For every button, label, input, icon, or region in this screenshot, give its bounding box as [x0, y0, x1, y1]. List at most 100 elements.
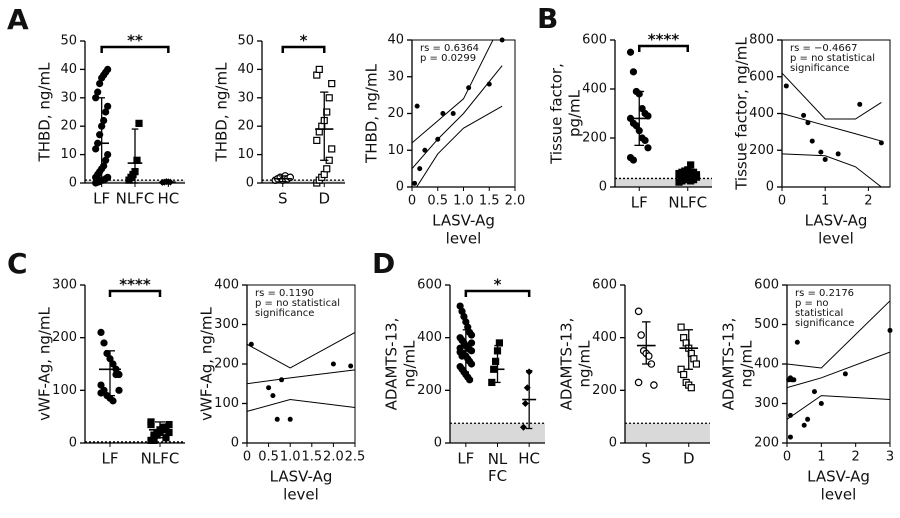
panel-letter: C: [7, 247, 28, 280]
significance-label: **: [127, 32, 143, 50]
point: [467, 339, 476, 347]
point: [466, 376, 474, 384]
point: [629, 68, 638, 76]
y-tick-label: 400: [214, 278, 239, 293]
point: [687, 384, 695, 392]
y-tick-label: 300: [754, 396, 779, 411]
point: [818, 401, 824, 406]
fit-lower: [782, 153, 882, 187]
x-tick-label: D: [318, 190, 330, 208]
y-tick-label: 600: [592, 278, 617, 293]
point: [94, 88, 102, 96]
y-tick-label: 0: [609, 436, 617, 451]
x-tick-label: 1: [817, 450, 825, 465]
panel-chart: THBD, ng/mL 0 10 20 30 40 50 S D *: [213, 32, 345, 208]
y-axis-label: ng/mL: [738, 340, 756, 388]
fit-center: [247, 369, 355, 385]
significance-bracket: [281, 45, 326, 53]
y-axis-label: vWF-Ag, ng/mL: [198, 306, 216, 420]
point: [286, 173, 295, 182]
y-tick-label: 600: [582, 33, 607, 48]
x-tick-label: LF: [457, 450, 474, 468]
y-axis-label: ADAMTS-13,: [720, 318, 738, 411]
y-axis-label: ADAMTS-13,: [383, 318, 401, 411]
point: [467, 360, 476, 368]
stat-annotation: significance: [795, 318, 854, 329]
x-axis-label: LASV-Ag: [432, 212, 495, 230]
fit-upper: [782, 72, 882, 120]
panel-chart: A THBD, ng/mL 0 10 20 30 40 50 LF NLFC HC **: [7, 3, 185, 208]
panel-chart: vWF-Ag, ng/mL 0 100 200 300 400 0 0.5 1.0 1.5 2.0 2…: [198, 278, 366, 504]
point: [458, 352, 466, 360]
y-tick-label: 400: [754, 357, 779, 372]
point: [783, 83, 789, 89]
point: [417, 166, 423, 172]
point: [794, 339, 800, 345]
stat-annotation: p = no statistical: [790, 53, 875, 64]
fit-upper: [412, 40, 494, 144]
x-tick-label: NLFC: [141, 450, 180, 468]
y-tick-label: 0: [246, 176, 254, 191]
y-tick-label: 200: [754, 436, 779, 451]
point: [634, 378, 643, 387]
fit-center: [782, 113, 882, 142]
point: [104, 173, 112, 181]
point: [414, 103, 420, 109]
detection-region: [450, 423, 545, 443]
y-tick-label: 400: [417, 330, 442, 345]
x-tick-label: 1.0: [280, 450, 301, 465]
stat-annotation: p = 0.0299: [420, 53, 476, 64]
detection-region: [262, 180, 345, 183]
y-tick-label: 200: [52, 330, 77, 345]
detection-region: [615, 178, 712, 187]
point: [842, 371, 848, 377]
point: [328, 145, 336, 153]
y-tick-label: 10: [60, 147, 77, 162]
point: [801, 422, 807, 428]
significance-bracket: [638, 44, 689, 52]
x-tick-label: S: [278, 190, 288, 208]
point: [692, 360, 701, 368]
y-tick-label: 0: [69, 436, 77, 451]
fit-lower: [787, 395, 890, 420]
y-tick-label: 0: [434, 436, 442, 451]
stat-annotation: significance: [790, 63, 849, 74]
fit-lower: [247, 399, 355, 412]
y-tick-label: 600: [417, 278, 442, 293]
point: [279, 377, 285, 383]
point: [248, 341, 254, 347]
stat-annotation: rs = 0.2176: [795, 288, 854, 299]
significance-bracket: [100, 45, 170, 53]
significance-label: ****: [119, 276, 151, 294]
y-tick-label: 0: [599, 180, 607, 195]
x-axis-label: LASV-Ag: [270, 468, 333, 486]
panel-letter: B: [537, 2, 558, 35]
x-tick-label: 1.5: [479, 194, 500, 209]
x-tick-label: 2.0: [505, 194, 526, 209]
y-axis-label: THBD, ng/mL: [36, 62, 54, 163]
point: [467, 331, 476, 339]
y-tick-label: 30: [60, 90, 77, 105]
x-tick-label: 0: [408, 194, 416, 209]
point: [165, 420, 173, 429]
point: [97, 389, 105, 397]
y-tick-label: 0: [766, 180, 774, 195]
y-tick-label: 600: [754, 278, 779, 293]
point: [791, 377, 797, 383]
point: [626, 48, 635, 56]
point: [488, 378, 496, 387]
point: [687, 161, 695, 169]
point: [887, 327, 893, 333]
y-tick-label: 600: [749, 69, 774, 84]
x-axis-label: level: [818, 230, 854, 248]
point: [650, 381, 658, 389]
point: [677, 323, 685, 331]
point: [97, 328, 105, 336]
point: [435, 136, 441, 142]
point: [109, 397, 117, 405]
x-tick-label: S: [641, 450, 651, 468]
y-tick-label: 300: [214, 317, 239, 332]
x-tick-label: LF: [93, 190, 110, 208]
point: [100, 339, 108, 347]
point: [878, 140, 884, 146]
